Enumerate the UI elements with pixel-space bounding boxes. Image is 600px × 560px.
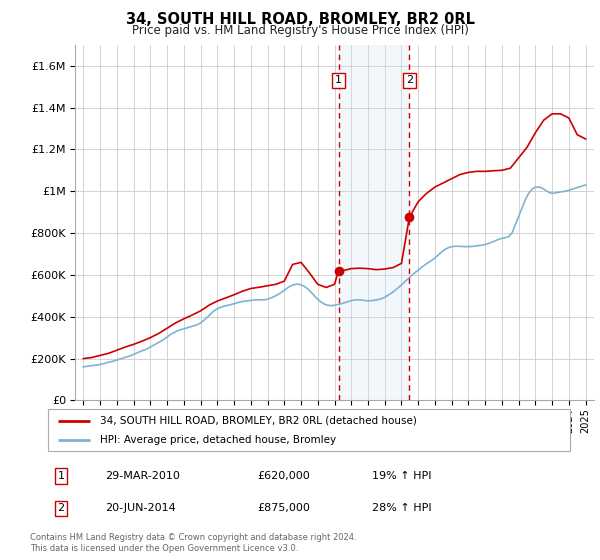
Text: Contains HM Land Registry data © Crown copyright and database right 2024.
This d: Contains HM Land Registry data © Crown c… bbox=[30, 533, 356, 553]
Text: 19% ↑ HPI: 19% ↑ HPI bbox=[371, 471, 431, 481]
Text: Price paid vs. HM Land Registry's House Price Index (HPI): Price paid vs. HM Land Registry's House … bbox=[131, 24, 469, 36]
Text: 2: 2 bbox=[58, 503, 65, 514]
Text: 1: 1 bbox=[58, 471, 65, 481]
Text: 34, SOUTH HILL ROAD, BROMLEY, BR2 0RL (detached house): 34, SOUTH HILL ROAD, BROMLEY, BR2 0RL (d… bbox=[100, 416, 417, 426]
Bar bbox=[338, 45, 409, 400]
Text: £875,000: £875,000 bbox=[257, 503, 310, 514]
Text: 29-MAR-2010: 29-MAR-2010 bbox=[106, 471, 180, 481]
Text: 1: 1 bbox=[335, 76, 342, 85]
Text: 34, SOUTH HILL ROAD, BROMLEY, BR2 0RL: 34, SOUTH HILL ROAD, BROMLEY, BR2 0RL bbox=[125, 12, 475, 27]
Text: £620,000: £620,000 bbox=[257, 471, 310, 481]
Text: HPI: Average price, detached house, Bromley: HPI: Average price, detached house, Brom… bbox=[100, 435, 337, 445]
Text: 28% ↑ HPI: 28% ↑ HPI bbox=[371, 503, 431, 514]
Text: 2: 2 bbox=[406, 76, 413, 85]
Text: 20-JUN-2014: 20-JUN-2014 bbox=[106, 503, 176, 514]
